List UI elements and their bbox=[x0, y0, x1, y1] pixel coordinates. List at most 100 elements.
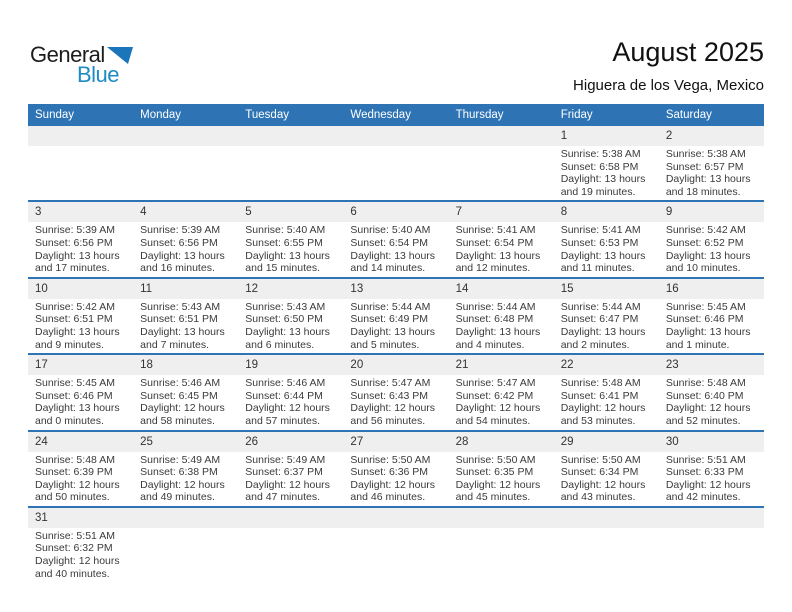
day-number-26: 26 bbox=[245, 435, 259, 448]
day-details-11: Sunrise: 5:43 AM Sunset: 6:51 PM Daylight:… bbox=[133, 299, 238, 353]
detail-line: Daylight: 12 hours bbox=[35, 555, 120, 568]
detail-line: Sunset: 6:46 PM bbox=[35, 389, 113, 402]
detail-line: and 49 minutes. bbox=[140, 491, 215, 504]
detail-line: Sunrise: 5:43 AM bbox=[245, 300, 326, 313]
day-number-20: 20 bbox=[350, 359, 364, 372]
empty-day-cell bbox=[238, 508, 343, 528]
detail-line: Sunset: 6:47 PM bbox=[560, 313, 639, 326]
detail-line: Sunrise: 5:51 AM bbox=[35, 529, 115, 542]
day-number-16: 16 bbox=[665, 282, 679, 295]
day-details-28: Sunrise: 5:50 AM Sunset: 6:35 PM Daylight:… bbox=[449, 452, 554, 506]
detail-line: and 45 minutes. bbox=[455, 491, 531, 504]
detail-line: Daylight: 13 hours bbox=[35, 325, 120, 338]
detail-line: and 19 minutes. bbox=[560, 185, 636, 198]
detail-line: Sunrise: 5:48 AM bbox=[560, 377, 641, 390]
detail-line: and 40 minutes. bbox=[35, 567, 110, 580]
day-number-band: 3 4 5 6 7 8 9 bbox=[28, 202, 764, 223]
day-number-18: 18 bbox=[140, 359, 153, 372]
detail-line: Daylight: 12 hours bbox=[245, 402, 330, 415]
logo-triangle-icon bbox=[106, 47, 133, 69]
day-number-14: 14 bbox=[455, 282, 469, 295]
weekday-header-monday: Monday bbox=[140, 109, 182, 121]
weekday-header-wednesday: Wednesday bbox=[350, 109, 411, 121]
day-details-22: Sunrise: 5:48 AM Sunset: 6:41 PM Daylight:… bbox=[554, 375, 659, 429]
detail-line: Sunrise: 5:44 AM bbox=[350, 300, 431, 313]
day-details-23: Sunrise: 5:48 AM Sunset: 6:40 PM Daylight:… bbox=[659, 375, 764, 429]
detail-line: Daylight: 12 hours bbox=[350, 402, 436, 415]
detail-line: Daylight: 13 hours bbox=[665, 325, 751, 338]
day-number-1: 1 bbox=[560, 130, 568, 142]
detail-line: and 56 minutes. bbox=[350, 414, 426, 427]
detail-line: Sunset: 6:53 PM bbox=[560, 236, 639, 249]
detail-line: Sunset: 6:41 PM bbox=[560, 389, 639, 402]
detail-line: Daylight: 12 hours bbox=[455, 478, 541, 491]
logo-text-general: General bbox=[30, 42, 105, 67]
detail-line: Daylight: 12 hours bbox=[560, 478, 646, 491]
detail-line: and 46 minutes. bbox=[350, 491, 426, 504]
day-number-25: 25 bbox=[140, 435, 153, 448]
week-row-5: 24 25 26 27 28 29 30 Sunrise: 5:48 AM Sunset: 6:… bbox=[28, 431, 764, 508]
empty-details-cell bbox=[554, 528, 659, 582]
detail-line: Daylight: 12 hours bbox=[560, 402, 646, 415]
detail-line: Sunrise: 5:44 AM bbox=[560, 300, 641, 313]
detail-line: Sunrise: 5:50 AM bbox=[455, 453, 536, 466]
detail-line: Sunrise: 5:42 AM bbox=[665, 224, 746, 237]
empty-details-cell bbox=[28, 146, 133, 200]
weekday-header-tuesday: Tuesday bbox=[245, 109, 289, 121]
day-number-12: 12 bbox=[245, 282, 259, 295]
detail-line: Sunrise: 5:39 AM bbox=[35, 224, 115, 237]
day-details-8: Sunrise: 5:41 AM Sunset: 6:53 PM Daylight:… bbox=[554, 222, 659, 276]
detail-line: Sunrise: 5:44 AM bbox=[455, 300, 536, 313]
day-number-band: 31 bbox=[28, 507, 764, 528]
empty-details-cell bbox=[343, 528, 448, 582]
detail-line: Sunset: 6:37 PM bbox=[245, 466, 323, 479]
day-details-12: Sunrise: 5:43 AM Sunset: 6:50 PM Daylight:… bbox=[238, 299, 343, 353]
detail-line: Sunrise: 5:48 AM bbox=[665, 377, 746, 390]
general-blue-logo: General Blue bbox=[30, 42, 133, 86]
detail-line: Sunrise: 5:51 AM bbox=[665, 453, 746, 466]
calendar-weeks: 1 2 Sunrise: 5:38 AM Sunset: 6:58 PM Dayligh… bbox=[28, 126, 764, 582]
day-details-16: Sunrise: 5:45 AM Sunset: 6:46 PM Daylight:… bbox=[659, 299, 764, 353]
detail-line: Sunset: 6:46 PM bbox=[665, 313, 744, 326]
detail-line: Daylight: 13 hours bbox=[665, 173, 751, 186]
day-number-3: 3 bbox=[35, 206, 42, 219]
detail-line: and 10 minutes. bbox=[665, 262, 741, 275]
empty-details-cell bbox=[133, 528, 238, 582]
empty-day-cell bbox=[133, 126, 238, 146]
detail-line: and 17 minutes. bbox=[35, 262, 110, 275]
detail-line: and 1 minute. bbox=[665, 338, 730, 351]
weekday-header-row: Sunday Monday Tuesday Wednesday Thursday Frid… bbox=[28, 104, 764, 126]
day-number-5: 5 bbox=[245, 206, 252, 219]
detail-line: and 5 minutes. bbox=[350, 338, 420, 351]
detail-line: and 4 minutes. bbox=[455, 338, 525, 351]
detail-line: and 57 minutes. bbox=[245, 414, 320, 427]
day-number-4: 4 bbox=[140, 206, 147, 219]
detail-line: Daylight: 12 hours bbox=[350, 478, 436, 491]
day-details-26: Sunrise: 5:49 AM Sunset: 6:37 PM Daylight:… bbox=[238, 452, 343, 506]
detail-line: Sunrise: 5:40 AM bbox=[245, 224, 326, 237]
detail-line: Sunrise: 5:42 AM bbox=[35, 300, 115, 313]
detail-line: and 47 minutes. bbox=[245, 491, 320, 504]
detail-line: Sunrise: 5:40 AM bbox=[350, 224, 431, 237]
detail-line: Sunrise: 5:48 AM bbox=[35, 453, 115, 466]
detail-line: and 2 minutes. bbox=[560, 338, 630, 351]
detail-line: Sunrise: 5:50 AM bbox=[560, 453, 641, 466]
day-details-2: Sunrise: 5:38 AM Sunset: 6:57 PM Daylight:… bbox=[659, 146, 764, 200]
detail-line: Sunset: 6:51 PM bbox=[35, 313, 113, 326]
detail-line: Sunrise: 5:45 AM bbox=[665, 300, 746, 313]
detail-line: Sunset: 6:56 PM bbox=[140, 236, 218, 249]
detail-line: and 16 minutes. bbox=[140, 262, 215, 275]
detail-line: Sunrise: 5:50 AM bbox=[350, 453, 431, 466]
detail-line: and 6 minutes. bbox=[245, 338, 315, 351]
detail-line: Sunrise: 5:46 AM bbox=[140, 377, 221, 390]
detail-line: Sunset: 6:54 PM bbox=[350, 236, 429, 249]
week-row-6: 31 Sunrise: 5:51 AM Sunset: 6:32 PM Dayligh… bbox=[28, 507, 764, 582]
detail-line: and 0 minutes. bbox=[35, 414, 104, 427]
empty-details-cell bbox=[238, 528, 343, 582]
detail-line: Daylight: 12 hours bbox=[245, 478, 330, 491]
detail-line: Daylight: 12 hours bbox=[35, 478, 120, 491]
empty-details-cell bbox=[343, 146, 448, 200]
empty-day-cell bbox=[133, 508, 238, 528]
detail-line: Daylight: 13 hours bbox=[350, 249, 436, 262]
